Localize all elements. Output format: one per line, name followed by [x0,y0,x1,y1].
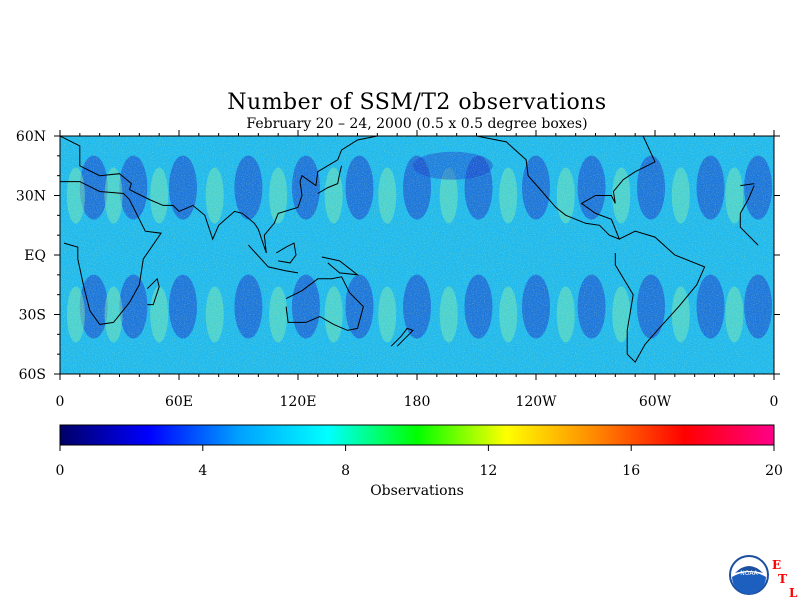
lon-label: 60W [639,394,672,410]
colorbar-tick-label: 12 [479,463,497,479]
colorbar: 0 4 8 12 16 20 Observations [56,424,783,499]
coastline [285,276,364,331]
lon-label: 120W [515,394,557,410]
colorbar-tick-label: 16 [622,463,640,479]
noise-texture [60,136,774,374]
colorbar-tick-label: 8 [341,463,350,479]
coastline [317,165,343,194]
coastline [321,256,360,276]
coastline [442,136,656,240]
lat-label: EQ [24,248,46,264]
coastline [248,244,299,274]
coastline [275,242,297,264]
coastline [390,327,414,347]
logo-letter-e: E [772,558,781,572]
lat-label: 30N [16,189,46,205]
map-subtitle: February 20 – 24, 2000 (0.5 x 0.5 degree… [246,116,588,132]
coastlines [60,136,759,363]
colorbar-tick-label: 0 [56,463,65,479]
noaa-logo-text: NOAA [740,570,758,577]
map-title: Number of SSM/T2 observations [227,90,607,115]
lat-label: 60N [16,129,46,145]
logo-letter-l: L [789,586,798,598]
colorbar-tick-label: 4 [198,463,207,479]
colorbar-gradient [59,424,775,446]
coastline [614,230,706,363]
colorbar-ticks: 0 4 8 12 16 20 [56,445,783,479]
lon-label: 120E [280,394,317,410]
coastline [60,136,378,254]
noaa-etl-logo: NOAA E T L [729,553,799,600]
longitude-axis: 0 60E 120E 180 120W 60W 0 [56,130,779,410]
coastline [60,181,759,325]
lon-label: 0 [770,394,779,410]
lat-label: 30S [19,308,46,324]
colorbar-label: Observations [370,483,464,499]
lon-label: 180 [404,394,431,410]
logo-letter-t: T [778,572,787,586]
lat-label: 60S [19,367,46,383]
lon-label: 60E [165,394,193,410]
coastline [146,277,160,306]
lon-label: 0 [56,394,65,410]
colorbar-tick-label: 20 [765,463,783,479]
latitude-axis: 60N 30N EQ 30S 60S [16,129,780,383]
observation-map [60,136,774,374]
coastline [674,136,688,137]
